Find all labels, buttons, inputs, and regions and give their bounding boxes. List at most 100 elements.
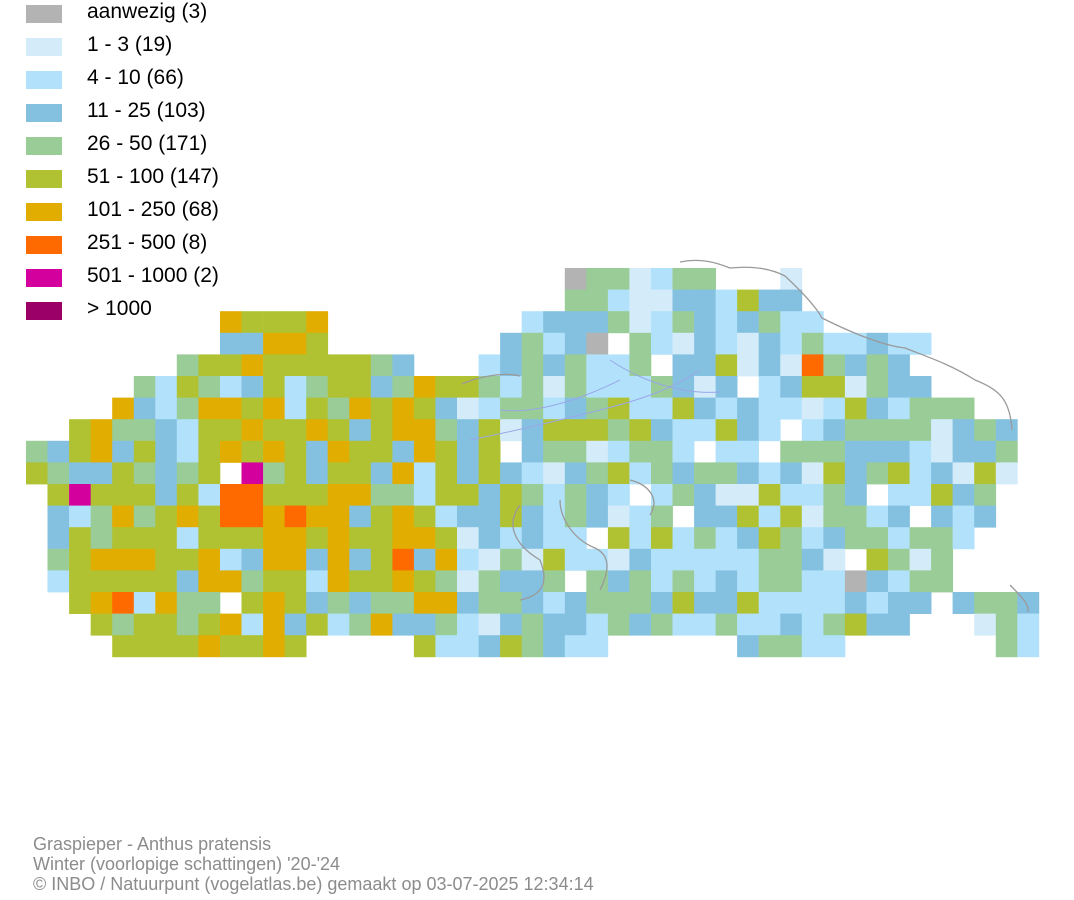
grid-cell [974, 440, 997, 463]
grid-cell [500, 484, 522, 506]
grid-cell [651, 613, 673, 636]
legend-label: 251 - 500 (8) [87, 231, 208, 254]
grid-cell [672, 397, 695, 420]
grid-cell [284, 419, 307, 442]
grid-cell [564, 462, 587, 485]
grid-cell [672, 440, 695, 463]
grid-cell [478, 592, 501, 614]
grid-cell [112, 592, 135, 614]
grid-cell [263, 332, 285, 355]
grid-cell [133, 592, 156, 614]
legend-swatch [26, 137, 62, 155]
grid-cell [715, 592, 738, 614]
grid-cell [198, 592, 221, 614]
grid-cell [543, 592, 566, 614]
grid-cell [176, 548, 199, 571]
grid-cell [823, 440, 846, 463]
grid-cell [823, 376, 846, 398]
grid-cell [586, 397, 609, 420]
grid-cell [844, 592, 867, 614]
grid-cell [672, 548, 695, 571]
grid-cell [672, 311, 695, 334]
grid-cell [586, 332, 609, 355]
grid-cell [823, 570, 846, 593]
grid-cell [543, 613, 566, 636]
grid-cell [866, 419, 889, 442]
grid-cell [500, 332, 522, 355]
grid-cell [801, 440, 824, 463]
grid-cell [306, 440, 329, 463]
grid-cell [801, 613, 824, 636]
legend-swatch [26, 170, 62, 188]
grid-cell [607, 376, 630, 398]
grid-cell [457, 592, 479, 614]
grid-cell [737, 635, 759, 658]
grid-cell [155, 462, 178, 485]
grid-cell [823, 419, 846, 442]
grid-cell [823, 505, 846, 528]
grid-cell [780, 505, 803, 528]
caption-period: Winter (voorlopige schattingen) '20-'24 [33, 854, 341, 874]
grid-cell [241, 505, 264, 528]
grid-cell [413, 570, 436, 593]
grid-cell [823, 592, 846, 614]
grid-cell [758, 635, 781, 658]
grid-cell [543, 354, 566, 377]
grid-cell [952, 505, 975, 528]
grid-cell [327, 484, 350, 506]
grid-cell [306, 419, 329, 442]
grid-cell [413, 462, 436, 485]
grid-cell [909, 397, 932, 420]
grid-cell [909, 462, 932, 485]
grid-cell [284, 311, 307, 334]
grid-cell [220, 527, 242, 550]
grid-cell [327, 354, 350, 377]
grid-cell [866, 440, 889, 463]
grid-cell [112, 440, 135, 463]
grid-cell [564, 332, 587, 355]
grid-cell [133, 484, 156, 506]
grid-cell [198, 376, 221, 398]
grid-cell [758, 354, 781, 377]
grid-cell [737, 397, 759, 420]
grid-cell [413, 592, 436, 614]
grid-cell [586, 592, 609, 614]
grid-cell [370, 419, 393, 442]
legend-swatch [26, 236, 62, 254]
grid-cell [564, 505, 587, 528]
grid-cell [715, 613, 738, 636]
grid-cell [651, 462, 673, 485]
grid-cell [564, 376, 587, 398]
grid-cell [176, 376, 199, 398]
grid-cell [607, 527, 630, 550]
grid-cell [220, 613, 242, 636]
grid-cell [909, 527, 932, 550]
grid-cell [263, 613, 285, 636]
grid-cell [327, 462, 350, 485]
grid-cell [521, 570, 544, 593]
grid-cell [715, 419, 738, 442]
grid-cell [521, 332, 544, 355]
grid-cell [69, 419, 91, 442]
grid-cell [370, 592, 393, 614]
grid-cell [457, 462, 479, 485]
grid-cell [866, 332, 889, 355]
grid-cell [457, 505, 479, 528]
grid-cell [370, 505, 393, 528]
grid-cell [90, 440, 113, 463]
grid-cell [112, 419, 135, 442]
grid-cell [694, 570, 716, 593]
grid-cell [112, 570, 135, 593]
grid-cell [112, 397, 135, 420]
grid-cell [564, 397, 587, 420]
grid-cell [90, 548, 113, 571]
grid-cell [155, 505, 178, 528]
grid-cell [866, 548, 889, 571]
grid-cell [651, 548, 673, 571]
grid-cell [220, 397, 242, 420]
grid-cell [133, 419, 156, 442]
grid-cell [413, 440, 436, 463]
grid-cell [500, 354, 522, 377]
grid-cell [349, 548, 372, 571]
caption-credit: © INBO / Natuurpunt (vogelatlas.be) gema… [33, 874, 594, 894]
